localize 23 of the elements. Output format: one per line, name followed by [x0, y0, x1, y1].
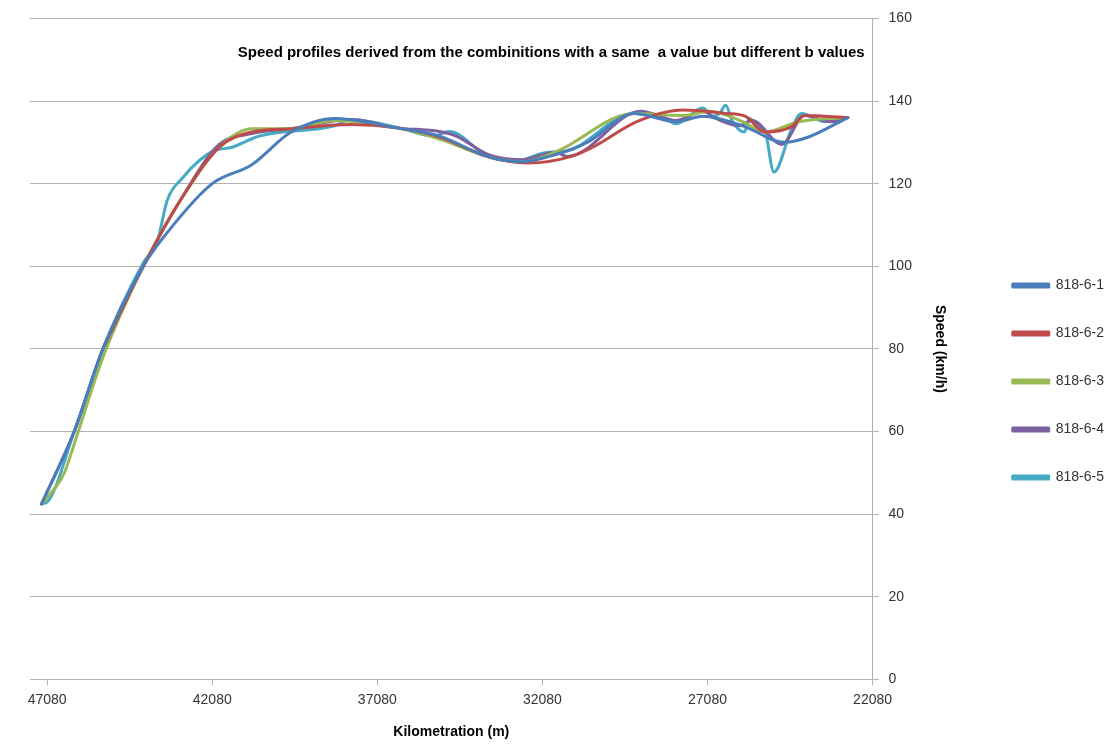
y-tick-label: 140	[888, 91, 913, 108]
y-tick-label: 20	[888, 587, 905, 604]
y-tick-label: 160	[888, 9, 913, 26]
legend-label: 818-6-1	[1055, 276, 1105, 293]
y-tick-label: 60	[888, 422, 905, 439]
x-tick-label: 32080	[522, 690, 563, 707]
x-tick-label: 22080	[853, 690, 893, 707]
x-tick-label: 42080	[192, 690, 232, 707]
x-tick-label: 27080	[688, 690, 728, 707]
legend-label: 818-6-3	[1055, 372, 1105, 389]
y-tick-label: 100	[888, 257, 913, 274]
x-axis-title: Kilometration (m)	[393, 723, 510, 740]
y-tick-label: 120	[888, 174, 913, 191]
y-axis-title: Speed (km/h)	[933, 304, 950, 393]
text: Speed profiles derived from the combinitions with a same a value but different b values	[237, 42, 865, 60]
legend-label: 818-6-2	[1055, 324, 1105, 341]
legend-label: 818-6-4	[1055, 420, 1105, 437]
y-tick-label: 0	[888, 670, 897, 687]
y-tick-label: 80	[888, 339, 905, 356]
x-tick-label: 37080	[357, 690, 398, 707]
y-tick-label: 40	[888, 505, 905, 522]
x-tick-label: 47080	[27, 690, 67, 707]
legend-label: 818-6-5	[1055, 468, 1105, 485]
